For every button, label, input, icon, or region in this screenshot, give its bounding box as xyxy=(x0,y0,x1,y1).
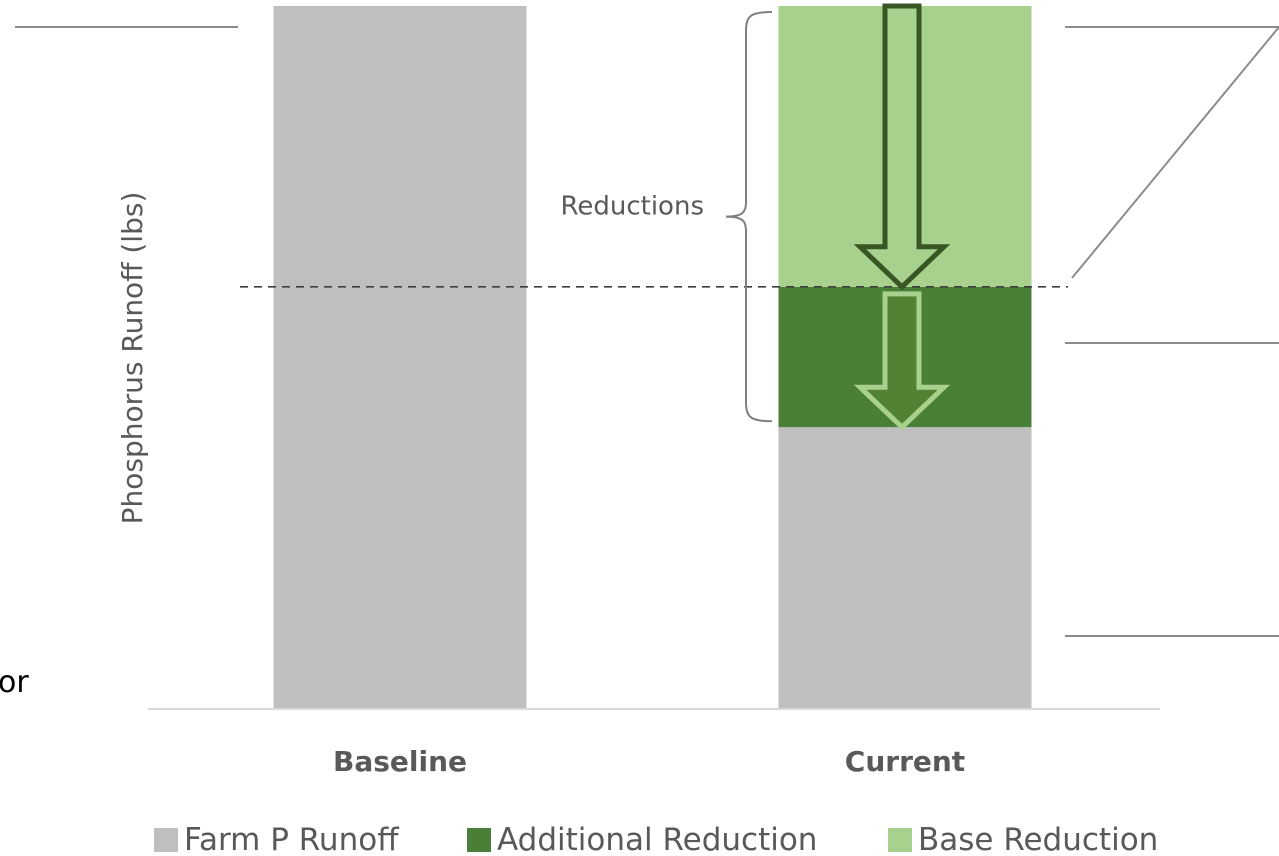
legend-swatch-farm-p-runoff xyxy=(154,828,178,852)
brace-label: Reductions xyxy=(560,192,704,222)
category-label-baseline: Baseline xyxy=(333,745,467,778)
arrow-1 xyxy=(853,3,951,291)
left-cut-text: or xyxy=(0,665,29,700)
category-labels: Baseline Current xyxy=(333,745,965,778)
arrow-2 xyxy=(853,291,951,431)
legend-label-base-reduction: Base Reduction xyxy=(918,822,1158,856)
category-label-current: Current xyxy=(845,745,965,778)
reductions-brace: Reductions xyxy=(560,11,773,423)
legend-label-farm-p-runoff: Farm P Runoff xyxy=(184,822,399,856)
brace-path xyxy=(725,11,773,423)
arrows xyxy=(853,3,951,431)
background-lines xyxy=(15,26,1279,637)
legend-swatch-base-reduction xyxy=(888,828,912,852)
bar-current-farm-p-runoff xyxy=(778,427,1032,708)
legend-swatch-additional-reduction xyxy=(467,828,491,852)
legend: Farm P Runoff Additional Reduction Base Re… xyxy=(154,822,1158,856)
bg-line-diagonal xyxy=(1071,26,1279,279)
y-axis-title: Phosphorus Runoff (lbs) xyxy=(116,192,149,525)
bar-baseline-farm-p-runoff xyxy=(273,6,527,708)
legend-label-additional-reduction: Additional Reduction xyxy=(497,822,817,856)
